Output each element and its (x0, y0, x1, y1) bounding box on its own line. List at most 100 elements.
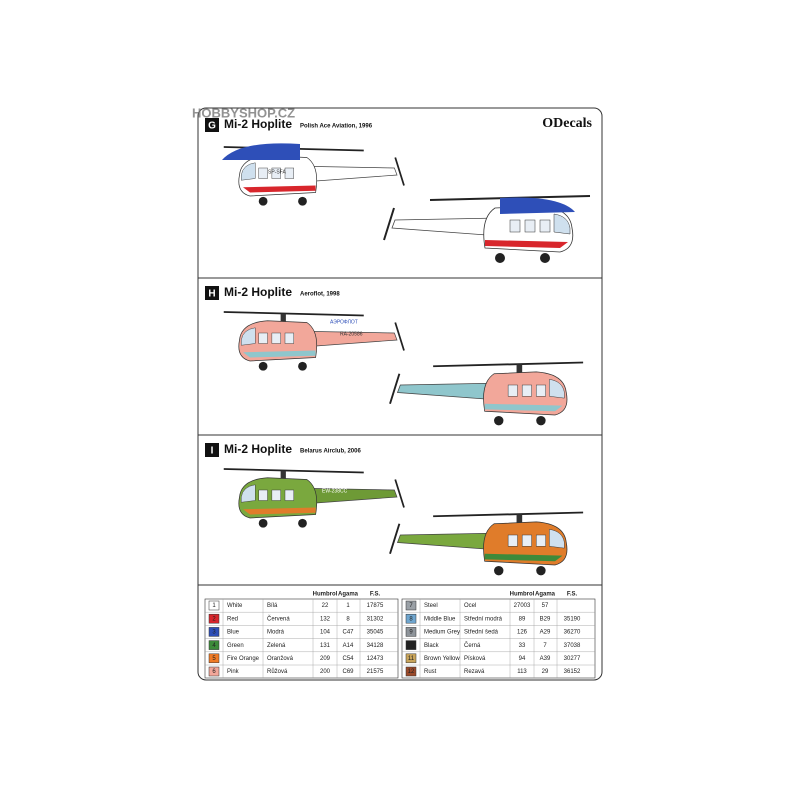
paint-code: 113 (517, 669, 527, 675)
watermark: HOBBYSHOP.CZ (192, 105, 295, 120)
swatch (405, 613, 417, 624)
color-name-cz: Zelená (267, 643, 286, 649)
swatch (208, 613, 220, 624)
swatch-number: 12 (408, 669, 415, 675)
swatch (208, 653, 220, 664)
swatch (405, 627, 417, 637)
swatch-number: 10 (408, 643, 415, 649)
paint-code: C47 (342, 630, 354, 636)
paint-code: 35045 (367, 630, 384, 636)
swatch-number: 11 (408, 656, 415, 662)
color-name-cz: Růžová (267, 668, 288, 675)
paint-code: C69 (342, 669, 354, 675)
column-header: F.S. (370, 592, 381, 598)
color-name: Steel (424, 603, 438, 609)
column-header: Agama (338, 592, 359, 598)
paint-code: B29 (540, 616, 551, 622)
paint-code: 12473 (367, 656, 384, 662)
brand: ODecals (542, 116, 592, 131)
paint-code: 1 (346, 603, 350, 609)
paint-code: 8 (346, 616, 350, 622)
section-letter: I (211, 446, 214, 457)
swatch-number: 8 (409, 616, 413, 622)
section-subtitle: Aeroflot, 1998 (300, 292, 340, 298)
paint-code: 7 (543, 643, 547, 649)
section-letter: H (208, 289, 215, 300)
section-title: Mi-2 Hoplite (224, 442, 292, 456)
paint-code: 200 (320, 669, 331, 675)
paint-code: 33 (519, 643, 526, 649)
swatch (208, 627, 220, 637)
paint-code: 36270 (564, 630, 581, 636)
paint-code: 37038 (564, 643, 581, 649)
paint-code: 57 (542, 603, 549, 609)
paint-code: 104 (320, 630, 331, 636)
swatch-number: 2 (212, 616, 216, 622)
swatch-number: 1 (212, 603, 216, 609)
color-name: Blue (227, 630, 240, 636)
paint-code: 22 (322, 603, 329, 609)
paint-code: 30277 (564, 656, 581, 662)
paint-code: C54 (342, 656, 354, 662)
swatch (208, 600, 220, 611)
section-title: Mi-2 Hoplite (224, 117, 292, 131)
column-header: Agama (535, 592, 556, 598)
section-h: H Mi-2 Hoplite Aeroflot, 1998 АЭРОФЛОТ R… (205, 285, 585, 427)
swatch (405, 666, 417, 677)
section-subtitle: Polish Ace Aviation, 1996 (300, 124, 373, 130)
swatch-number: 9 (409, 630, 413, 636)
paint-code: 36152 (564, 669, 581, 675)
swatch (405, 600, 417, 611)
color-name-cz: Oranžová (267, 656, 294, 662)
paint-code: 209 (320, 656, 331, 662)
color-name: Rust (424, 669, 437, 675)
swatch-number: 5 (212, 656, 216, 662)
section-g: G Mi-2 Hoplite Polish Ace Aviation, 1996… (205, 117, 592, 265)
column-header: Humbrol (313, 592, 338, 598)
color-name-cz: Střední šedá (464, 630, 499, 636)
paint-code: 31302 (367, 616, 384, 622)
color-name-cz: Bílá (267, 603, 278, 609)
color-name: White (227, 603, 243, 609)
marking: АЭРОФЛОТ (330, 319, 358, 325)
paint-code: 17875 (367, 603, 384, 609)
color-name-cz: Červená (267, 615, 290, 622)
swatch-number: 7 (409, 603, 413, 609)
paint-code: 126 (517, 630, 528, 636)
color-name-cz: Střední modrá (464, 616, 503, 622)
registration: RA-20586 (340, 331, 363, 337)
paint-code: 27003 (514, 603, 531, 609)
paint-code: 21575 (367, 669, 384, 675)
color-name: Red (227, 616, 238, 622)
registration: EW-238CC (322, 488, 348, 494)
section-title: Mi-2 Hoplite (224, 285, 292, 299)
color-name-cz: Modrá (267, 630, 285, 636)
color-name: Brown Yellow (424, 656, 460, 662)
paint-code: 29 (542, 669, 549, 675)
swatch (208, 666, 220, 677)
paint-code: 35190 (564, 616, 581, 622)
swatch (208, 640, 220, 650)
paint-code: A14 (343, 643, 354, 649)
swatch-number: 6 (212, 669, 216, 675)
section-i: I Mi-2 Hoplite Belarus Airclub, 2006 EW-… (205, 442, 585, 577)
color-name: Fire Orange (227, 656, 260, 662)
section-letter: G (208, 121, 216, 132)
paint-code: A39 (540, 656, 551, 662)
swatch (405, 640, 417, 650)
color-name: Black (424, 643, 440, 649)
paint-code: 132 (320, 616, 331, 622)
color-name: Middle Blue (424, 616, 456, 622)
color-name-cz: Rezavá (464, 669, 485, 675)
swatch-number: 3 (212, 630, 216, 636)
swatch (405, 653, 417, 664)
section-subtitle: Belarus Airclub, 2006 (300, 449, 361, 455)
column-header: Humbrol (510, 592, 535, 598)
color-name-cz: Písková (464, 656, 486, 662)
paint-code: A29 (540, 630, 551, 636)
paint-code: 89 (519, 616, 526, 622)
column-header: F.S. (567, 592, 578, 598)
color-name: Pink (227, 669, 240, 675)
